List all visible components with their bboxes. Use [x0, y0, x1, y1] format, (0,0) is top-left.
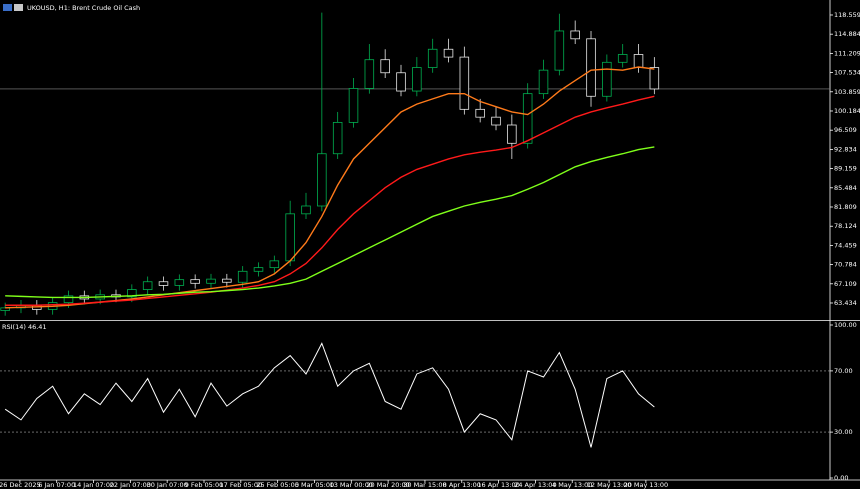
- candle-body: [617, 54, 628, 63]
- x-tick-label: 4 May 13:00: [552, 481, 592, 489]
- candle-body: [491, 116, 501, 126]
- y-tick-label: 81.809: [834, 203, 857, 211]
- candle-body: [317, 153, 327, 207]
- x-tick-label: 26 Dec 2025: [0, 481, 41, 489]
- y-tick-label: 111.209: [834, 49, 860, 57]
- candle-body: [190, 279, 200, 284]
- moving-average: [5, 146, 655, 299]
- x-tick-label: 13 Mar 00:00: [330, 481, 373, 489]
- candle-body: [0, 307, 10, 311]
- x-tick-label: 30 Mar 15:00: [403, 481, 446, 489]
- y-tick-label: 100.184: [834, 107, 860, 115]
- rsi-line: [4, 342, 655, 448]
- candle-body: [570, 30, 580, 40]
- symbol-icon: [14, 4, 23, 11]
- candle-body: [412, 67, 422, 92]
- candle-body: [253, 267, 264, 272]
- y-tick-label: 89.159: [834, 165, 857, 173]
- candle-body: [174, 279, 185, 286]
- rsi-title: RSI(14) 46.41: [2, 323, 47, 331]
- chart-title: UKOUSD, H1: Brent Crude Oil Cash: [27, 4, 140, 12]
- candle-body: [158, 281, 169, 286]
- y-tick-label: 96.509: [834, 126, 857, 134]
- y-tick-label: 85.484: [834, 184, 857, 192]
- candle-body: [443, 48, 454, 58]
- candle-body: [475, 108, 485, 118]
- x-tick-label: 20 Mar 20:00: [366, 481, 409, 489]
- y-tick-label: 70.784: [834, 261, 857, 269]
- candle-body: [285, 213, 295, 262]
- candle-body: [142, 281, 153, 290]
- candle-body: [538, 69, 549, 95]
- x-tick-label: 12 May 13:00: [587, 481, 632, 489]
- candle-body: [586, 38, 596, 97]
- y-tick-label: 63.434: [834, 299, 857, 307]
- y-tick-label: 118.559: [834, 11, 860, 19]
- candle-body: [127, 289, 137, 298]
- candle-body: [380, 59, 390, 74]
- candle-body: [237, 270, 248, 283]
- candle-body: [206, 278, 216, 284]
- x-tick-label: 24 Apr 13:00: [514, 481, 556, 489]
- x-tick-label: 6 Jan 07:00: [38, 481, 75, 489]
- candle-body: [633, 54, 644, 68]
- y-tick-label: 78.124: [834, 222, 857, 230]
- y-tick-label: 30.00: [834, 428, 853, 436]
- candle-body: [554, 30, 565, 71]
- candle-body: [427, 48, 438, 68]
- moving-average: [5, 95, 655, 306]
- y-tick-label: 103.859: [834, 88, 860, 96]
- x-tick-label: 14 Jan 07:00: [73, 481, 114, 489]
- y-tick-label: 74.459: [834, 241, 857, 249]
- candle-body: [396, 72, 406, 92]
- y-tick-label: 0.00: [834, 474, 848, 482]
- x-tick-label: 5 Mar 05:00: [295, 481, 334, 489]
- x-tick-label: 17 Feb 05:00: [219, 481, 262, 489]
- symbol-icon: [3, 4, 12, 11]
- candle-body: [63, 295, 74, 304]
- x-tick-label: 9 Feb 05:00: [185, 481, 224, 489]
- candle-body: [459, 56, 470, 110]
- x-tick-label: 20 May 13:00: [624, 481, 669, 489]
- candle-body: [649, 67, 660, 90]
- x-tick-label: 16 Apr 13:00: [477, 481, 519, 489]
- y-tick-label: 67.109: [834, 280, 857, 288]
- x-tick-label: 30 Jan 07:00: [147, 481, 188, 489]
- y-tick-label: 92.834: [834, 145, 857, 153]
- candle-body: [332, 121, 343, 155]
- x-tick-label: 25 Feb 05:00: [256, 481, 299, 489]
- candle-body: [269, 260, 280, 269]
- y-tick-label: 114.884: [834, 30, 860, 38]
- y-tick-label: 70.00: [834, 367, 853, 375]
- x-tick-label: 22 Jan 07:00: [110, 481, 151, 489]
- candle-body: [301, 205, 311, 215]
- candle-body: [507, 124, 517, 144]
- candle-body: [602, 61, 612, 97]
- candle-body: [522, 93, 533, 144]
- y-tick-label: 107.534: [834, 69, 860, 77]
- candle-body: [222, 278, 232, 283]
- x-tick-label: 8 Apr 13:00: [443, 481, 481, 489]
- candle-body: [348, 88, 359, 123]
- y-tick-label: 100.00: [834, 321, 857, 329]
- candle-body: [364, 59, 375, 89]
